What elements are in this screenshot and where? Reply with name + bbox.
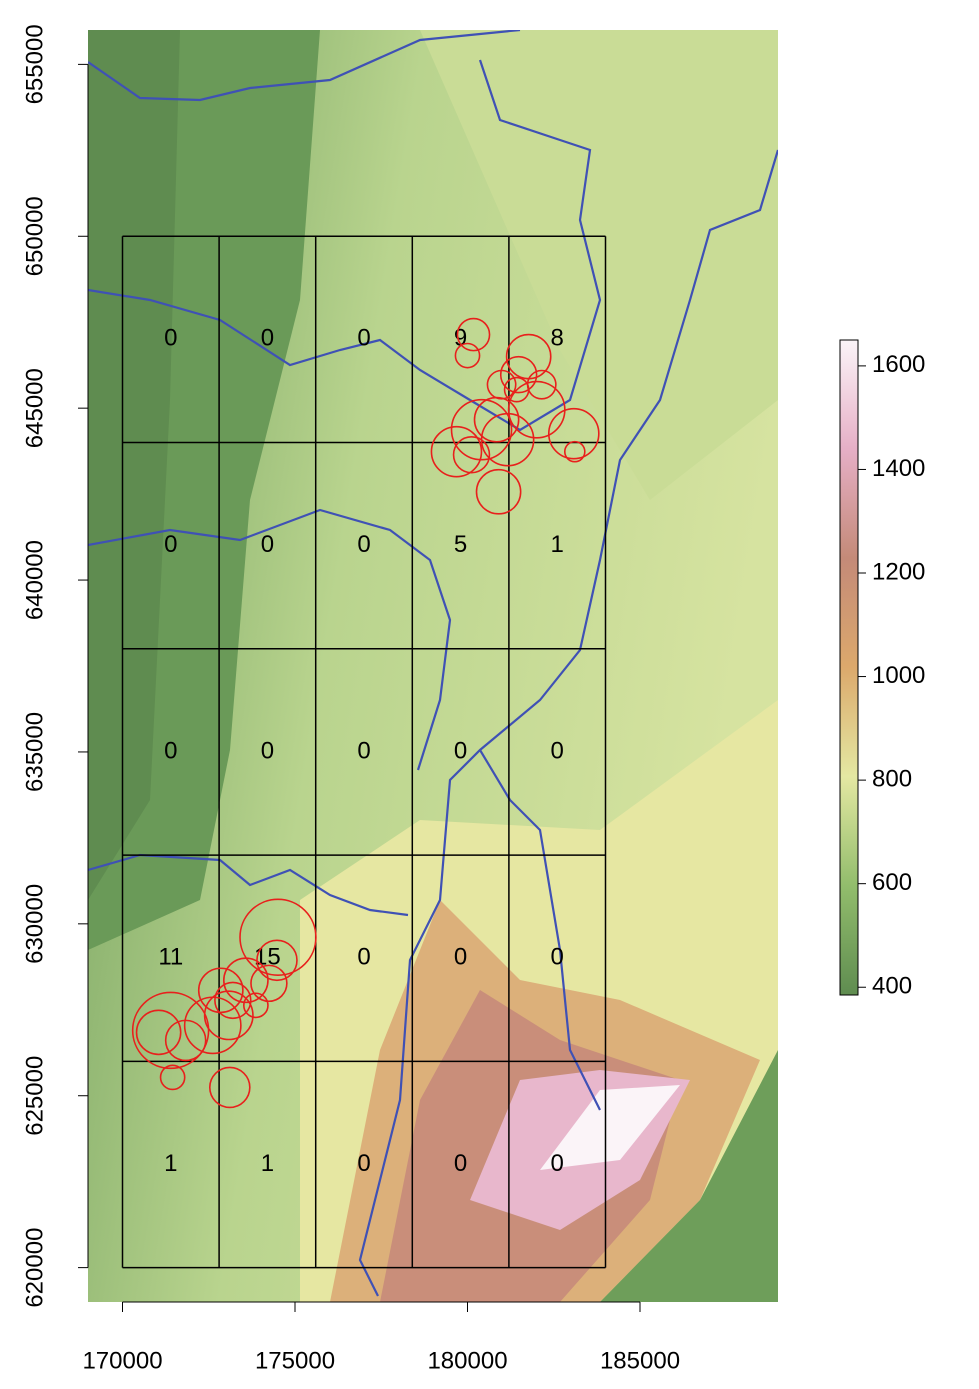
- colorbar-tick-label: 400: [872, 973, 912, 1000]
- colorbar: [840, 340, 858, 995]
- colorbar-tick-label: 1400: [872, 455, 925, 482]
- y-tick-label: 620000: [21, 1228, 48, 1308]
- colorbar-tick-label: 800: [872, 765, 912, 792]
- y-tick-label: 645000: [21, 368, 48, 448]
- map: 0009800051000001115000110001700001750001…: [0, 0, 979, 1384]
- elevation-raster: [88, 30, 778, 1302]
- cell-count: 0: [551, 737, 564, 764]
- cell-count: 0: [164, 737, 177, 764]
- cell-count: 0: [357, 944, 370, 971]
- cell-count: 0: [357, 531, 370, 558]
- y-tick-label: 640000: [21, 540, 48, 620]
- x-tick-label: 175000: [255, 1347, 335, 1374]
- cell-count: 0: [551, 944, 564, 971]
- cell-count: 0: [261, 737, 274, 764]
- x-tick-label: 170000: [82, 1347, 162, 1374]
- cell-count: 1: [164, 1150, 177, 1177]
- cell-count: 0: [357, 1150, 370, 1177]
- cell-count: 5: [454, 531, 467, 558]
- y-tick-label: 655000: [21, 24, 48, 104]
- cell-count: 1: [261, 1150, 274, 1177]
- colorbar-tick-label: 1600: [872, 351, 925, 378]
- cell-count: 0: [261, 325, 274, 352]
- y-tick-label: 630000: [21, 884, 48, 964]
- cell-count: 8: [551, 325, 564, 352]
- y-tick-label: 635000: [21, 712, 48, 792]
- x-tick-label: 185000: [600, 1347, 680, 1374]
- cell-count: 0: [261, 531, 274, 558]
- cell-count: 0: [551, 1150, 564, 1177]
- cell-count: 0: [164, 531, 177, 558]
- y-tick-label: 650000: [21, 196, 48, 276]
- cell-count: 0: [357, 737, 370, 764]
- cell-count: 1: [551, 531, 564, 558]
- colorbar-tick-label: 600: [872, 869, 912, 896]
- colorbar-tick-label: 1200: [872, 558, 925, 585]
- cell-count: 0: [454, 1150, 467, 1177]
- x-tick-label: 180000: [427, 1347, 507, 1374]
- cell-count: 0: [454, 944, 467, 971]
- y-tick-label: 625000: [21, 1056, 48, 1136]
- cell-count: 0: [164, 325, 177, 352]
- cell-count: 0: [454, 737, 467, 764]
- colorbar-tick-label: 1000: [872, 662, 925, 689]
- cell-count: 0: [357, 325, 370, 352]
- cell-count: 11: [158, 944, 183, 971]
